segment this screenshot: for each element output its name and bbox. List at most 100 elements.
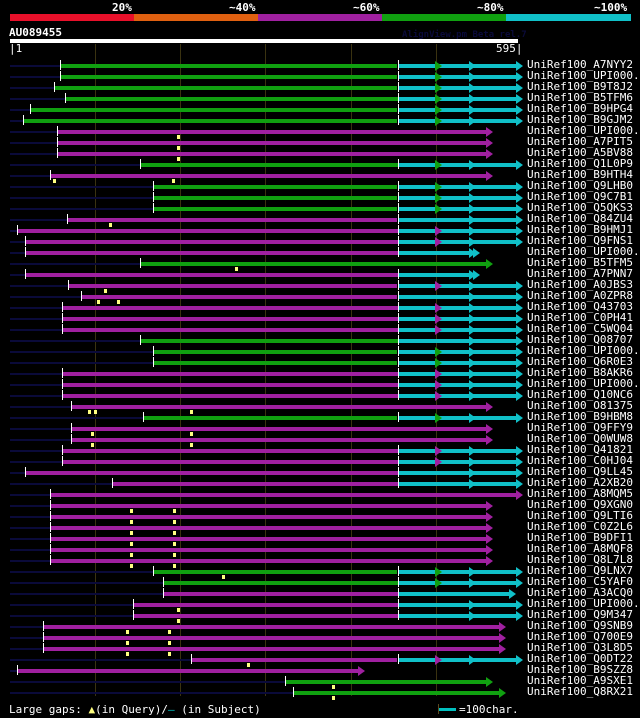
- hit-label[interactable]: UniRef100_UPI000..: [527, 245, 640, 258]
- hit-row[interactable]: UniRef100_C5YAF0: [0, 575, 640, 588]
- hit-row[interactable]: UniRef100_UPI000..: [0, 124, 640, 139]
- hit-label[interactable]: UniRef100_A2XB20: [527, 476, 633, 489]
- hit-row[interactable]: UniRef100_A7PIT5: [0, 135, 640, 150]
- hit-row[interactable]: UniRef100_Q1L0P9: [0, 157, 640, 170]
- hit-label[interactable]: UniRef100_Q5QKS3: [527, 201, 633, 214]
- hit-row[interactable]: UniRef100_A8MQF8: [0, 542, 640, 557]
- hit-row[interactable]: UniRef100_Q10NC6: [0, 388, 640, 401]
- hit-label[interactable]: UniRef100_Q10NC6: [527, 388, 633, 401]
- hit-row[interactable]: UniRef100_C0Z2L6: [0, 520, 640, 535]
- hit-label[interactable]: UniRef100_Q9FFY9: [527, 421, 633, 434]
- hit-row[interactable]: UniRef100_B5TFM5: [0, 256, 640, 271]
- hit-label[interactable]: UniRef100_B9DFI1: [527, 531, 633, 544]
- hit-row[interactable]: UniRef100_Q9LL45: [0, 465, 640, 478]
- hit-label[interactable]: UniRef100_C0HJ04: [527, 454, 633, 467]
- hit-row[interactable]: UniRef100_C0HJ04: [0, 454, 640, 467]
- hit-label[interactable]: UniRef100_B5TFM5: [527, 256, 633, 269]
- hit-row[interactable]: UniRef100_Q9M347: [0, 608, 640, 623]
- hit-row[interactable]: UniRef100_A7NYY2: [0, 58, 640, 71]
- hit-row[interactable]: UniRef100_Q5QKS3: [0, 201, 640, 214]
- hit-label[interactable]: UniRef100_A0JBS3: [527, 278, 633, 291]
- hit-row[interactable]: UniRef100_UPI000..: [0, 344, 640, 357]
- hit-label[interactable]: UniRef100_A7PIT5: [527, 135, 633, 148]
- hit-row[interactable]: UniRef100_Q9FNS1: [0, 234, 640, 247]
- hit-row[interactable]: UniRef100_A0ZPR8: [0, 289, 640, 304]
- hit-row[interactable]: UniRef100_UPI000..: [0, 377, 640, 390]
- hit-row[interactable]: UniRef100_Q8RX21: [0, 685, 640, 700]
- hit-label[interactable]: UniRef100_C0Z2L6: [527, 520, 633, 533]
- hit-label[interactable]: UniRef100_C5YAF0: [527, 575, 633, 588]
- hit-row[interactable]: UniRef100_Q9FFY9: [0, 421, 640, 436]
- hit-row[interactable]: UniRef100_Q0DT22: [0, 652, 640, 667]
- hit-row[interactable]: UniRef100_Q9LTI6: [0, 509, 640, 524]
- hit-row[interactable]: UniRef100_A0JBS3: [0, 278, 640, 293]
- hit-label[interactable]: UniRef100_Q41821: [527, 443, 633, 456]
- hit-label[interactable]: UniRef100_Q9LTI6: [527, 509, 633, 522]
- hit-label[interactable]: UniRef100_A9SXE1: [527, 674, 633, 687]
- hit-label[interactable]: UniRef100_Q0DT22: [527, 652, 633, 665]
- hit-row[interactable]: UniRef100_Q9XGN0: [0, 498, 640, 513]
- hit-label[interactable]: UniRef100_B9SZZ8: [527, 663, 633, 676]
- hit-label[interactable]: UniRef100_Q9LL45: [527, 465, 633, 478]
- hit-row[interactable]: UniRef100_UPI000..: [0, 69, 640, 82]
- hit-row[interactable]: UniRef100_Q700E9: [0, 630, 640, 645]
- hit-label[interactable]: UniRef100_Q9LNX7: [527, 564, 633, 577]
- hit-row[interactable]: UniRef100_B9HMJ1: [0, 223, 640, 236]
- hit-row[interactable]: UniRef100_B9GJM2: [0, 113, 640, 126]
- hit-label[interactable]: UniRef100_Q3L8D5: [527, 641, 633, 654]
- hit-row[interactable]: UniRef100_Q9C7B1: [0, 190, 640, 203]
- hit-label[interactable]: UniRef100_B9HBM8: [527, 410, 633, 423]
- hit-row[interactable]: UniRef100_B9T8J2: [0, 80, 640, 93]
- hit-row[interactable]: UniRef100_C5WQ04: [0, 322, 640, 335]
- hit-row[interactable]: UniRef100_Q0WUW8: [0, 432, 640, 447]
- hit-label[interactable]: UniRef100_Q9C7B1: [527, 190, 633, 203]
- hit-label[interactable]: UniRef100_B9HMJ1: [527, 223, 633, 236]
- hit-label[interactable]: UniRef100_Q0WUW8: [527, 432, 633, 445]
- hit-row[interactable]: UniRef100_Q9SNB9: [0, 619, 640, 634]
- hit-label[interactable]: UniRef100_Q43703: [527, 300, 633, 313]
- hit-label[interactable]: UniRef100_Q6R0E3: [527, 355, 633, 368]
- hit-row[interactable]: UniRef100_UPI000..: [0, 245, 640, 258]
- hit-label[interactable]: UniRef100_B8AKR6: [527, 366, 633, 379]
- hit-label[interactable]: UniRef100_UPI000..: [527, 124, 640, 137]
- hit-row[interactable]: UniRef100_B9HTH4: [0, 168, 640, 183]
- hit-row[interactable]: UniRef100_Q3L8D5: [0, 641, 640, 656]
- hit-label[interactable]: UniRef100_A8MQM5: [527, 487, 633, 500]
- hit-row[interactable]: UniRef100_Q84ZU4: [0, 212, 640, 227]
- hit-row[interactable]: UniRef100_UPI000..: [0, 597, 640, 612]
- hit-label[interactable]: UniRef100_C5WQ04: [527, 322, 633, 335]
- hit-label[interactable]: UniRef100_Q1L0P9: [527, 157, 633, 170]
- hit-label[interactable]: UniRef100_Q9FNS1: [527, 234, 633, 247]
- hit-row[interactable]: UniRef100_B9HPG4: [0, 102, 640, 115]
- hit-label[interactable]: UniRef100_Q9LHB0: [527, 179, 633, 192]
- hit-label[interactable]: UniRef100_Q9XGN0: [527, 498, 633, 511]
- hit-row[interactable]: UniRef100_B9DFI1: [0, 531, 640, 546]
- hit-label[interactable]: UniRef100_A8MQF8: [527, 542, 633, 555]
- hit-row[interactable]: UniRef100_Q6R0E3: [0, 355, 640, 368]
- hit-row[interactable]: UniRef100_A9SXE1: [0, 674, 640, 689]
- hit-label[interactable]: UniRef100_A0ZPR8: [527, 289, 633, 302]
- hit-row[interactable]: UniRef100_A3ACQ0: [0, 586, 640, 599]
- hit-row[interactable]: UniRef100_A2XB20: [0, 476, 640, 489]
- hit-row[interactable]: UniRef100_A7PNN7: [0, 267, 640, 280]
- hit-label[interactable]: UniRef100_Q08707: [527, 333, 633, 346]
- hit-label[interactable]: UniRef100_B5TFM6: [527, 91, 633, 104]
- hit-label[interactable]: UniRef100_B9HPG4: [527, 102, 633, 115]
- hit-row[interactable]: UniRef100_B8AKR6: [0, 366, 640, 379]
- hit-row[interactable]: UniRef100_Q08707: [0, 333, 640, 346]
- hit-label[interactable]: UniRef100_Q84ZU4: [527, 212, 633, 225]
- hit-label[interactable]: UniRef100_UPI000..: [527, 344, 640, 357]
- hit-label[interactable]: UniRef100_Q8L7L8: [527, 553, 633, 566]
- hit-label[interactable]: UniRef100_UPI000..: [527, 69, 640, 82]
- hit-row[interactable]: UniRef100_Q9LNX7: [0, 564, 640, 579]
- hit-label[interactable]: UniRef100_UPI000..: [527, 377, 640, 390]
- hit-label[interactable]: UniRef100_UPI000..: [527, 597, 640, 610]
- hit-label[interactable]: UniRef100_A5BV88: [527, 146, 633, 159]
- hit-row[interactable]: UniRef100_Q9LHB0: [0, 179, 640, 192]
- hit-row[interactable]: UniRef100_A8MQM5: [0, 487, 640, 500]
- hit-row[interactable]: UniRef100_Q8L7L8: [0, 553, 640, 568]
- hit-label[interactable]: UniRef100_Q700E9: [527, 630, 633, 643]
- hit-row[interactable]: UniRef100_Q41821: [0, 443, 640, 456]
- hit-row[interactable]: UniRef100_B9SZZ8: [0, 663, 640, 676]
- hit-label[interactable]: UniRef100_C0PH41: [527, 311, 633, 324]
